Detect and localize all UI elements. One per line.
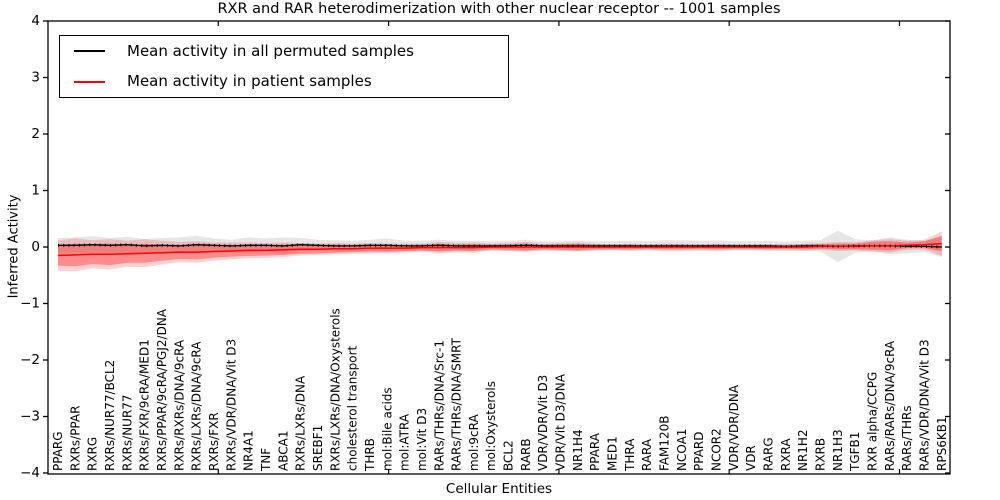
y-tick-label: 3 <box>31 70 40 86</box>
x-category-label: RXRs/LXRs/DNA/Oxysterols <box>328 308 342 471</box>
x-category-label: RARs/VDR/DNA/Vit D3 <box>918 339 932 471</box>
x-category-label: VDR/Vit D3/DNA <box>554 373 568 471</box>
y-tick-label: 0 <box>31 239 40 255</box>
x-category-label: RARB <box>519 438 533 471</box>
x-category-label: BCL2 <box>502 440 516 471</box>
permuted-line-swatch <box>74 50 105 53</box>
x-category-label: RXRs/LXRs/DNA <box>294 375 308 471</box>
x-category-label: NR4A1 <box>242 430 256 471</box>
legend-item-patient: Mean activity in patient samples <box>74 74 508 89</box>
x-category-label: RXR alpha/CCPG <box>866 372 880 471</box>
x-category-label: RPS6KB1 <box>935 416 949 471</box>
x-category-label: RXRs/VDR/DNA/Vit D3 <box>224 339 238 471</box>
x-category-label: mol:Bile acids <box>380 387 394 471</box>
y-tick-label: −2 <box>20 352 40 368</box>
x-category-label: ABCA1 <box>276 431 290 471</box>
x-category-label: RXRA <box>779 438 793 471</box>
x-category-label: MED1 <box>606 436 620 471</box>
x-category-label: NR1H4 <box>571 429 585 471</box>
y-tick-label: −3 <box>20 409 40 425</box>
legend-item-permuted: Mean activity in all permuted samples <box>74 41 508 60</box>
patient-line-swatch <box>74 80 105 83</box>
x-category-label: RARs/THRs <box>900 405 914 471</box>
x-category-label: RXRs/PPAR/9cRA/PGJ2/DNA <box>155 308 169 471</box>
x-category-label: RXRG <box>86 437 100 471</box>
permuted-marker-line <box>58 243 942 249</box>
x-category-label: TNF <box>259 448 273 472</box>
x-category-label: VDR <box>744 445 758 471</box>
y-tick-label: −4 <box>20 465 40 481</box>
x-category-label: PPARA <box>588 432 602 471</box>
x-category-label: RARs/THRs/DNA/Src-1 <box>432 340 446 471</box>
legend-label-patient: Mean activity in patient samples <box>127 72 372 91</box>
x-category-label: RARs/THRs/DNA/SMRT <box>450 337 464 471</box>
x-category-label: VDR/VDR/DNA <box>727 384 741 471</box>
x-category-label: RXRs/FXR/9cRA/MED1 <box>138 339 152 471</box>
x-category-label: mol:ATRA <box>398 413 412 471</box>
y-tick-label: 1 <box>31 183 40 199</box>
x-category-label: NCOR2 <box>710 428 724 471</box>
y-axis-label: Inferred Activity <box>6 194 22 299</box>
x-category-label: THRB <box>363 438 377 472</box>
x-category-label: RXRs/PPAR <box>68 406 82 471</box>
x-category-label: RXRs/FXR <box>207 412 221 471</box>
x-category-label: NCOA1 <box>675 429 689 471</box>
x-category-label: cholesterol transport <box>346 345 360 471</box>
x-category-label: RARs/RARs/DNA/9cRA <box>883 340 897 471</box>
x-category-label: PPARD <box>692 432 706 472</box>
x-category-label: RXRs/LXRs/DNA/9cRA <box>190 341 204 471</box>
x-category-label: RXRB <box>814 438 828 471</box>
x-category-label: mol:Vit D3 <box>415 408 429 471</box>
x-category-label: RXRs/NUR77/BCL2 <box>103 360 117 471</box>
x-category-label: THRA <box>623 438 637 472</box>
x-category-label: RXRs/NUR77 <box>120 394 134 471</box>
x-category-label: PPARG <box>51 431 65 471</box>
legend-label-permuted: Mean activity in all permuted samples <box>127 41 414 60</box>
y-tick-label: 4 <box>31 13 40 29</box>
x-category-label: RARA <box>640 438 654 471</box>
y-tick-label: −1 <box>20 296 40 312</box>
x-category-label: NR1H2 <box>796 429 810 471</box>
chart-title: RXR and RAR heterodimerization with othe… <box>217 1 781 17</box>
x-category-label: NR1H3 <box>831 429 845 471</box>
x-category-label: FAM120B <box>658 416 672 472</box>
x-axis-label: Cellular Entities <box>445 481 553 497</box>
x-category-label: RXRs/RXRs/DNA/9cRA <box>172 339 186 471</box>
x-category-label: RARG <box>762 437 776 471</box>
legend: Mean activity in all permuted samples Me… <box>59 35 509 98</box>
x-category-label: VDR/VDR/Vit D3 <box>536 375 550 471</box>
x-category-label: mol:9cRA <box>467 414 481 471</box>
x-category-label: SREBF1 <box>311 425 325 471</box>
x-category-label: mol:Oxysterols <box>484 381 498 471</box>
x-category-label: TGFB1 <box>848 432 862 472</box>
y-tick-label: 2 <box>31 126 40 142</box>
